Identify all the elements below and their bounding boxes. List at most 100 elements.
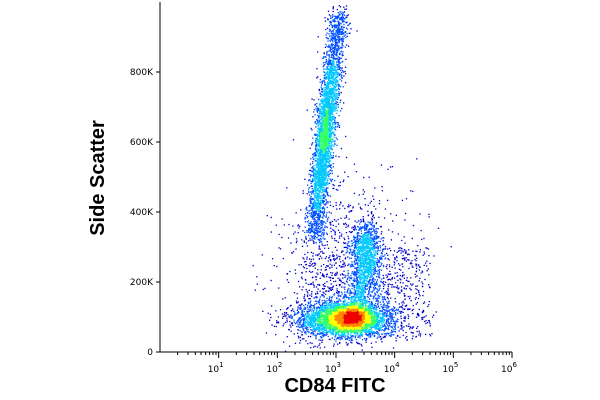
scatter-point bbox=[331, 68, 334, 71]
scatter-point bbox=[321, 144, 323, 146]
scatter-point bbox=[365, 260, 367, 263]
scatter-point bbox=[319, 130, 321, 132]
scatter-point bbox=[334, 143, 336, 145]
scatter-point bbox=[319, 104, 321, 106]
scatter-point bbox=[324, 152, 326, 155]
scatter-point bbox=[318, 159, 321, 161]
scatter-point bbox=[341, 31, 343, 34]
scatter-point bbox=[325, 122, 327, 124]
scatter-point bbox=[328, 46, 331, 48]
scatter-point bbox=[336, 43, 339, 45]
scatter-point bbox=[363, 266, 365, 268]
scatter-point bbox=[320, 149, 322, 151]
scatter-point bbox=[375, 238, 377, 240]
scatter-point bbox=[354, 271, 356, 273]
scatter-point bbox=[326, 172, 328, 174]
scatter-point bbox=[315, 210, 317, 212]
scatter-point bbox=[347, 224, 350, 226]
scatter-point bbox=[326, 97, 329, 99]
scatter-point bbox=[362, 264, 364, 266]
scatter-point bbox=[339, 18, 342, 21]
scatter-point bbox=[362, 278, 364, 280]
scatter-point bbox=[311, 208, 313, 210]
scatter-point bbox=[327, 117, 330, 119]
scatter-point bbox=[351, 284, 354, 286]
scatter-point bbox=[321, 152, 323, 154]
scatter-point bbox=[374, 253, 376, 255]
scatter-point bbox=[343, 38, 345, 40]
scatter-point bbox=[326, 67, 328, 69]
scatter-point bbox=[322, 120, 324, 123]
scatter-point bbox=[328, 44, 330, 46]
scatter-point bbox=[333, 50, 335, 52]
scatter-point bbox=[360, 281, 363, 284]
scatter-point bbox=[382, 281, 384, 284]
scatter-point bbox=[324, 20, 327, 22]
scatter-point bbox=[324, 154, 326, 156]
scatter-point bbox=[380, 255, 382, 257]
scatter-point bbox=[322, 169, 324, 172]
scatter-point bbox=[362, 297, 364, 299]
scatter-point bbox=[360, 264, 363, 266]
scatter-point bbox=[333, 145, 335, 147]
scatter-point bbox=[317, 200, 319, 203]
scatter-point bbox=[336, 35, 338, 37]
scatter-point bbox=[336, 74, 339, 77]
scatter-point bbox=[331, 156, 333, 158]
scatter-point bbox=[337, 12, 339, 14]
scatter-point bbox=[351, 272, 353, 275]
scatter-point bbox=[323, 210, 325, 212]
scatter-point bbox=[339, 11, 341, 13]
scatter-point bbox=[335, 97, 337, 99]
scatter-point bbox=[320, 221, 323, 223]
scatter-point bbox=[309, 191, 312, 193]
scatter-point bbox=[314, 202, 316, 205]
scatter-point bbox=[361, 276, 363, 278]
scatter-point bbox=[363, 267, 365, 269]
scatter-point bbox=[329, 60, 331, 63]
scatter-point bbox=[323, 201, 325, 203]
scatter-point bbox=[368, 280, 370, 282]
scatter-point bbox=[330, 23, 332, 25]
scatter-point bbox=[331, 64, 333, 66]
scatter-point bbox=[337, 22, 340, 24]
scatter-point bbox=[337, 97, 340, 99]
scatter-point bbox=[325, 136, 327, 138]
scatter-point bbox=[316, 111, 319, 113]
scatter-point bbox=[323, 232, 325, 234]
scatter-point bbox=[344, 66, 347, 68]
scatter-point bbox=[324, 106, 327, 108]
scatter-point bbox=[329, 29, 331, 31]
scatter-point bbox=[327, 192, 329, 194]
scatter-point bbox=[314, 236, 316, 238]
scatter-point bbox=[316, 189, 318, 192]
scatter-point bbox=[338, 73, 340, 75]
scatter-point bbox=[327, 75, 330, 78]
scatter-point bbox=[330, 164, 332, 166]
scatter-point bbox=[327, 75, 329, 77]
scatter-point bbox=[371, 307, 374, 309]
scatter-point bbox=[337, 25, 339, 27]
scatter-point bbox=[324, 173, 327, 175]
scatter-point bbox=[366, 270, 368, 272]
scatter-point bbox=[340, 50, 343, 52]
scatter-point bbox=[327, 109, 329, 111]
scatter-point bbox=[343, 11, 345, 14]
scatter-point bbox=[319, 155, 321, 157]
scatter-point bbox=[373, 254, 375, 256]
scatter-point bbox=[360, 274, 362, 277]
scatter-point bbox=[315, 186, 317, 188]
scatter-point bbox=[370, 272, 373, 275]
scatter-point bbox=[370, 244, 373, 247]
scatter-point bbox=[361, 289, 363, 291]
scatter-point bbox=[330, 17, 332, 19]
scatter-point bbox=[318, 136, 321, 138]
scatter-point bbox=[363, 242, 365, 245]
scatter-point bbox=[326, 127, 329, 129]
scatter-point bbox=[309, 147, 311, 149]
scatter-point bbox=[319, 227, 321, 230]
scatter-point bbox=[344, 70, 346, 73]
scatter-point bbox=[342, 29, 344, 31]
scatter-point bbox=[335, 30, 337, 33]
scatter-point bbox=[314, 187, 316, 189]
